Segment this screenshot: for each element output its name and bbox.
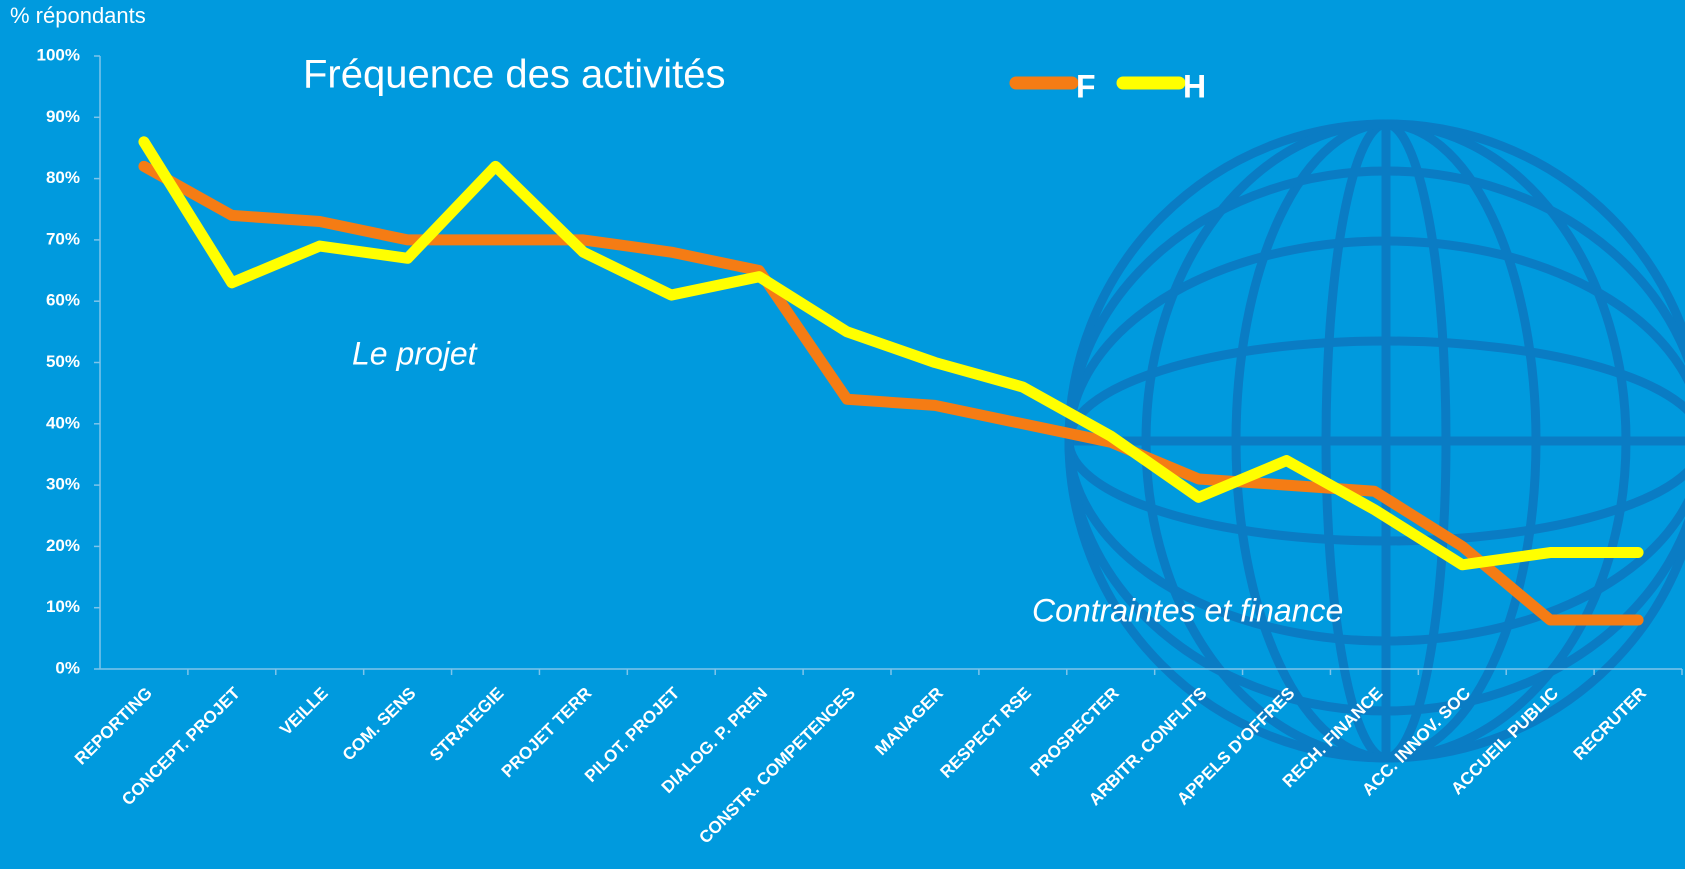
- x-tick-label: STRATEGIE: [426, 684, 507, 765]
- y-tick-label: 100%: [37, 45, 80, 64]
- x-tick-label: REPORTING: [71, 684, 156, 769]
- globe-decoration: [1069, 124, 1685, 758]
- page: % répondants Fréquence des activités Le …: [0, 0, 1685, 869]
- y-tick-label: 30%: [46, 475, 80, 494]
- x-tick-label: PROJET TERR: [498, 684, 596, 782]
- chart-title: Fréquence des activités: [303, 53, 725, 97]
- y-tick-label: 40%: [46, 413, 80, 432]
- x-tick-label: PROSPECTER: [1026, 684, 1122, 780]
- x-tick-label: CONSTR. COMPETENCES: [695, 684, 859, 848]
- x-tick-label: COM. SENS: [339, 684, 420, 765]
- x-tick-label: VEILLE: [276, 684, 332, 740]
- legend-label: H: [1183, 68, 1206, 104]
- y-tick-label: 50%: [46, 352, 80, 371]
- y-tick-label: 70%: [46, 229, 80, 248]
- annotation: Contraintes et finance: [1032, 592, 1343, 628]
- y-tick-label: 60%: [46, 291, 80, 310]
- legend-label: F: [1076, 68, 1096, 104]
- y-tick-label: 90%: [46, 107, 80, 126]
- chart: % répondants Fréquence des activités Le …: [0, 0, 1685, 869]
- annotation: Le projet: [352, 335, 478, 371]
- x-tick-label: MANAGER: [871, 684, 947, 760]
- y-tick-label: 20%: [46, 536, 80, 555]
- y-tick-label: 10%: [46, 597, 80, 616]
- x-tick-label: RESPECT RSE: [937, 684, 1035, 782]
- y-tick-label: 0%: [55, 658, 80, 677]
- line-series: [144, 166, 1638, 620]
- y-tick-label: 80%: [46, 168, 80, 187]
- x-tick-label: PILOT. PROJET: [581, 683, 684, 786]
- y-axis-label: % répondants: [10, 3, 146, 28]
